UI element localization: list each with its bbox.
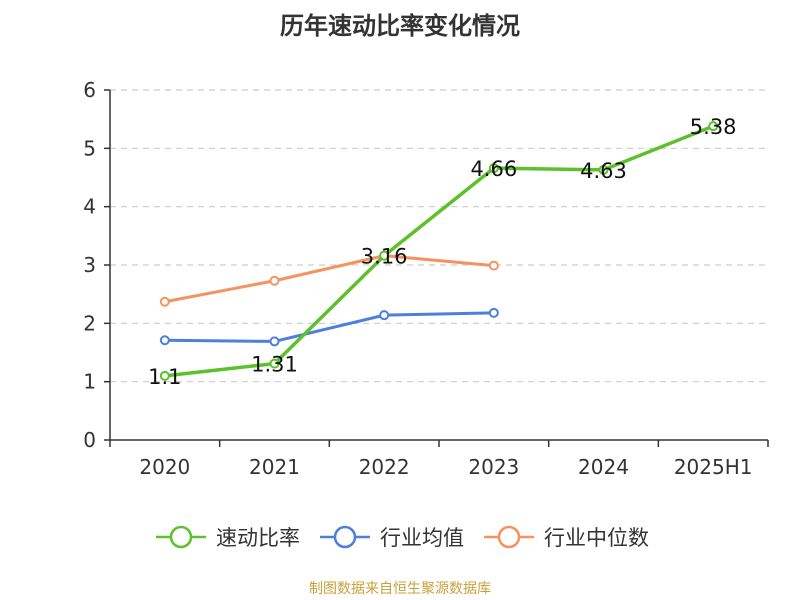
y-tick-label: 2 (83, 311, 96, 335)
x-tick-label: 2024 (578, 455, 629, 479)
legend[interactable]: 速动比率 行业均值 行业中位数 (156, 525, 649, 550)
legend-item[interactable]: 行业均值 (320, 525, 464, 550)
y-tick-label: 6 (83, 78, 96, 102)
data-point (379, 250, 390, 261)
legend-label: 速动比率 (216, 526, 300, 550)
data-point (708, 121, 719, 132)
series-line (164, 254, 494, 304)
legend-swatch-marker (497, 525, 521, 549)
data-point (598, 164, 609, 175)
y-tick-label: 4 (83, 195, 96, 219)
x-tick-label: 2021 (249, 455, 300, 479)
y-tick-label: 0 (83, 428, 96, 452)
data-label: 1.31 (251, 353, 298, 377)
x-tick-label: 2020 (139, 455, 190, 479)
y-tick-label: 3 (83, 253, 96, 277)
x-tick-label: 2023 (468, 455, 519, 479)
data-label: 4.63 (580, 159, 627, 183)
series-line (164, 124, 714, 378)
series-lines (159, 121, 719, 381)
data-point (159, 370, 170, 381)
data-point (488, 163, 499, 174)
data-label: 5.38 (690, 115, 737, 139)
legend-item[interactable]: 行业中位数 (484, 525, 649, 550)
data-point (159, 296, 170, 307)
y-tick-label: 1 (83, 370, 96, 394)
chart-title: 历年速动比率变化情况 (280, 12, 520, 40)
data-point (488, 260, 499, 271)
data-point (488, 307, 499, 318)
x-tick-label: 2022 (359, 455, 410, 479)
data-labels: 1.1 1.31 3.16 4.66 4.63 5.38 (148, 115, 736, 389)
legend-label: 行业中位数 (544, 526, 649, 550)
data-point (269, 275, 280, 286)
data-point (379, 310, 390, 321)
data-label: 3.16 (361, 245, 408, 269)
series-line (164, 311, 494, 343)
data-point (269, 336, 280, 347)
y-tick-label: 5 (83, 136, 96, 160)
legend-label: 行业均值 (380, 526, 464, 550)
data-label: 4.66 (470, 157, 517, 181)
data-point (269, 358, 280, 369)
x-tick-label: 2025H1 (674, 455, 753, 479)
legend-item[interactable]: 速动比率 (156, 525, 300, 550)
data-point (159, 335, 170, 346)
legend-swatch-marker (333, 525, 357, 549)
source-note: 制图数据来自恒生聚源数据库 (309, 581, 491, 597)
legend-swatch-marker (169, 525, 193, 549)
data-label: 1.1 (148, 365, 181, 389)
axes: 0 1 2 3 4 5 6 2020 2021 2022 2023 2024 2025H1 (83, 78, 769, 479)
grid-lines (110, 89, 768, 383)
